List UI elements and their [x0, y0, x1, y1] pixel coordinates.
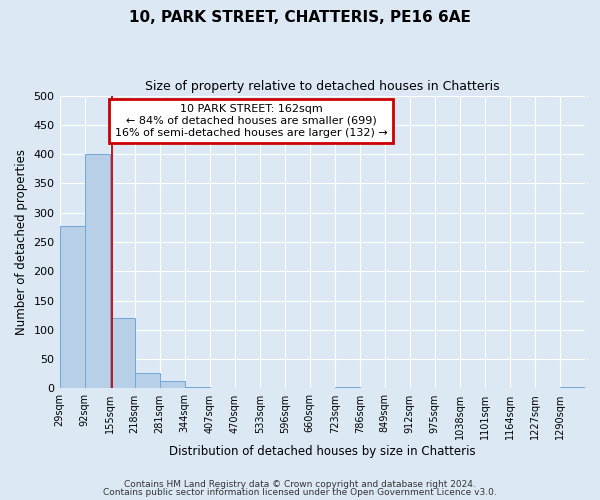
Text: Contains public sector information licensed under the Open Government Licence v3: Contains public sector information licen…: [103, 488, 497, 497]
Bar: [59, 226, 85, 388]
Y-axis label: Number of detached properties: Number of detached properties: [15, 149, 28, 335]
Bar: [134, 372, 160, 388]
Bar: [85, 154, 110, 388]
Bar: [110, 318, 134, 388]
Text: 10 PARK STREET: 162sqm
← 84% of detached houses are smaller (699)
16% of semi-de: 10 PARK STREET: 162sqm ← 84% of detached…: [115, 104, 388, 138]
Text: 10, PARK STREET, CHATTERIS, PE16 6AE: 10, PARK STREET, CHATTERIS, PE16 6AE: [129, 10, 471, 25]
Title: Size of property relative to detached houses in Chatteris: Size of property relative to detached ho…: [145, 80, 500, 93]
Bar: [160, 382, 185, 388]
Text: Contains HM Land Registry data © Crown copyright and database right 2024.: Contains HM Land Registry data © Crown c…: [124, 480, 476, 489]
X-axis label: Distribution of detached houses by size in Chatteris: Distribution of detached houses by size …: [169, 444, 476, 458]
